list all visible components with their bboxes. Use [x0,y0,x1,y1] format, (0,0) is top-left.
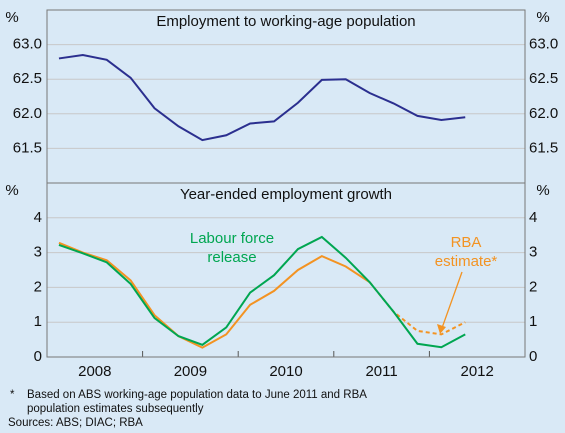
panel-frame [46,9,526,184]
annotation-arrow [441,271,463,329]
line-series [58,241,371,349]
y2-tick-label: 0 [529,348,537,365]
sources: Sources: ABS; DIAC; RBA [8,417,143,429]
axis-unit: % [536,9,549,26]
y-tick-label: 3 [34,244,42,261]
y2-tick-label: 2 [529,278,537,295]
footnote: population estimates subsequently [27,403,204,415]
y-tick-label: 62.5 [13,70,42,87]
annotation-arrowhead [437,324,446,334]
panel-frame [46,182,526,358]
line-series [58,53,466,142]
y-tick-label: 63.0 [13,36,42,53]
x-tick-label: 2012 [461,363,494,380]
annotation: release [207,249,256,266]
annotation: Labour force [190,230,274,247]
annotation: estimate* [435,253,498,270]
axis-unit: % [536,182,549,199]
y-tick-label: 1 [34,313,42,330]
y-tick-label: 4 [34,209,42,226]
line-series [58,235,466,349]
x-tick-label: 2009 [174,363,207,380]
y-tick-label: 61.5 [13,139,42,156]
y-tick-label: 0 [34,348,42,365]
axis-unit: % [5,182,18,199]
panel-title: Year-ended employment growth [180,186,392,203]
x-tick-label: 2011 [365,363,397,380]
y2-tick-label: 63.0 [529,36,558,53]
footnote-marker: * [10,389,15,401]
axis-unit: % [5,9,18,26]
y2-tick-label: 61.5 [529,139,558,156]
annotation: RBA [451,234,482,251]
y2-tick-label: 62.0 [529,105,558,122]
footnote: Based on ABS working-age population data… [27,389,367,401]
x-tick-label: 2008 [78,363,111,380]
y2-tick-label: 1 [529,313,537,330]
y-tick-label: 62.0 [13,105,42,122]
y2-tick-label: 4 [529,209,537,226]
line-series [368,281,466,336]
y2-tick-label: 3 [529,244,537,261]
x-tick-label: 2010 [269,363,302,380]
y2-tick-label: 62.5 [529,70,558,87]
panel-title: Employment to working-age population [156,13,415,30]
y-tick-label: 2 [34,278,42,295]
